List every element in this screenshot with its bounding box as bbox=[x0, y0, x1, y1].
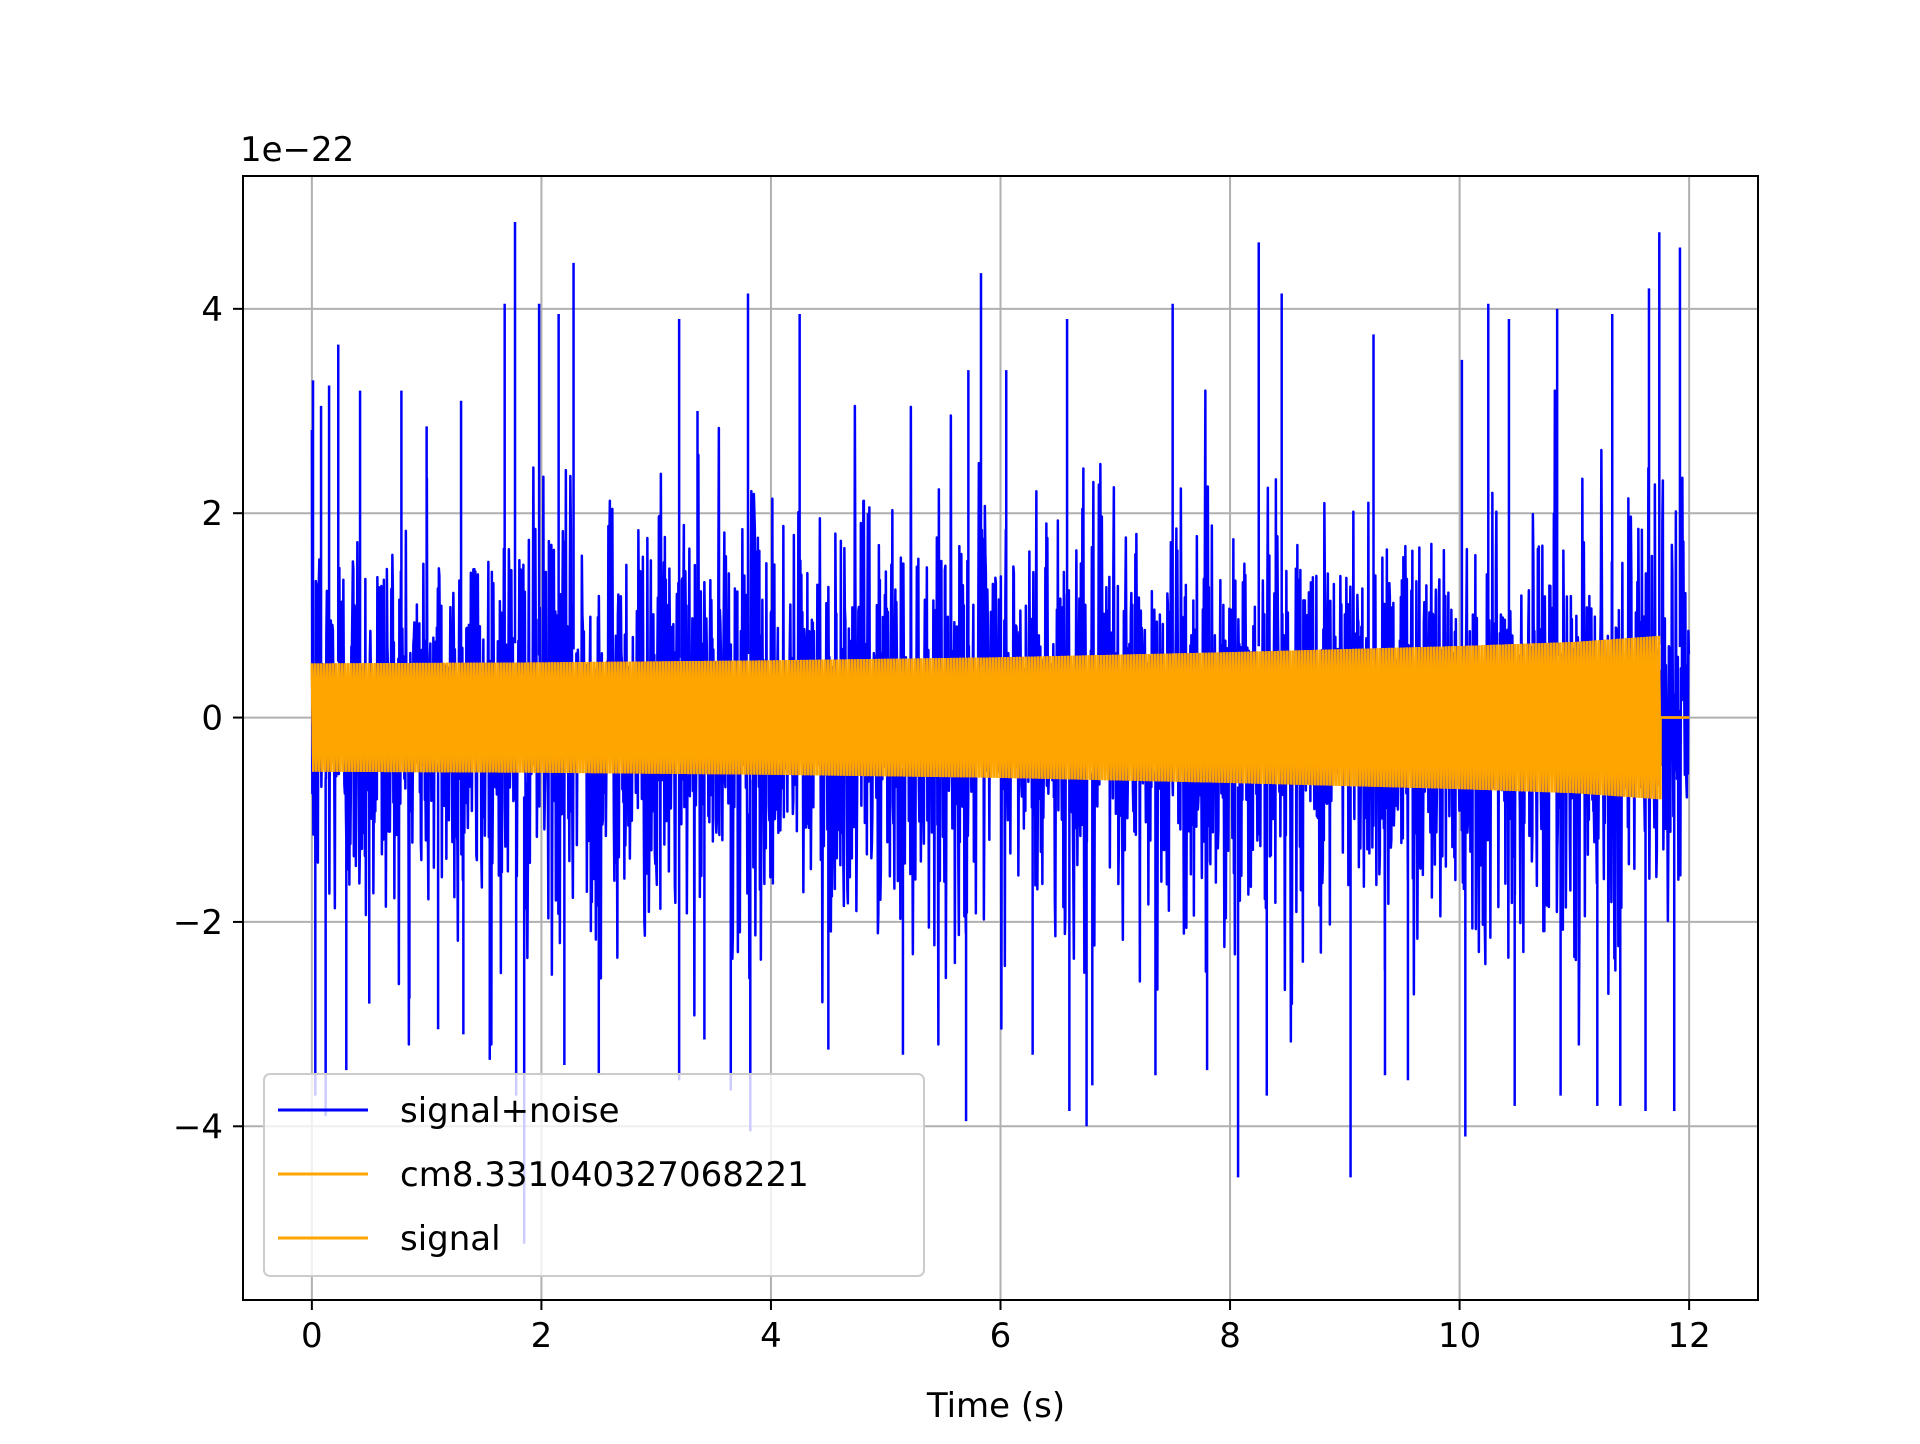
x-axis-label: Time (s) bbox=[926, 1386, 1065, 1426]
x-tick-label: 8 bbox=[1219, 1316, 1241, 1356]
series-signal bbox=[310, 635, 1690, 800]
y-tick-label: −2 bbox=[173, 903, 223, 943]
legend: signal+noise cm8.331040327068221 signal bbox=[263, 1073, 925, 1277]
plot-area bbox=[310, 221, 1691, 1244]
series-signal-noise bbox=[310, 221, 1691, 1244]
legend-label: signal+noise bbox=[400, 1091, 620, 1131]
x-tick-label: 2 bbox=[531, 1316, 553, 1356]
y-tick-label: 2 bbox=[201, 494, 223, 534]
axis-ticks: 0 2 4 6 8 10 12 −4 −2 0 2 4 bbox=[173, 290, 1711, 1356]
legend-label: signal bbox=[400, 1219, 501, 1259]
y-offset-label: 1e−22 bbox=[240, 130, 354, 170]
x-tick-label: 10 bbox=[1438, 1316, 1481, 1356]
x-tick-label: 12 bbox=[1668, 1316, 1711, 1356]
x-tick-label: 0 bbox=[301, 1316, 323, 1356]
legend-label: cm8.331040327068221 bbox=[400, 1155, 809, 1195]
x-tick-label: 4 bbox=[760, 1316, 782, 1356]
legend-box bbox=[263, 1073, 925, 1277]
y-tick-label: 0 bbox=[201, 699, 223, 739]
x-tick-label: 6 bbox=[990, 1316, 1012, 1356]
y-tick-label: −4 bbox=[173, 1107, 223, 1147]
y-tick-label: 4 bbox=[201, 290, 223, 330]
